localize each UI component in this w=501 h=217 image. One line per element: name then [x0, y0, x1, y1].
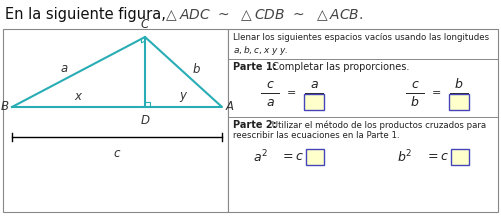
Text: $x$: $x$: [74, 90, 83, 104]
Text: =: =: [432, 88, 442, 98]
Text: $= c \cdot$: $= c \cdot$: [280, 151, 309, 163]
Text: $y$: $y$: [179, 90, 188, 104]
Text: $\triangle ADC$  ~  $\triangle CDB$  ~  $\triangle ACB.$: $\triangle ADC$ ~ $\triangle CDB$ ~ $\tr…: [163, 7, 363, 23]
Text: Utilizar el método de los productos cruzados para: Utilizar el método de los productos cruz…: [269, 120, 486, 130]
Bar: [306, 149, 324, 165]
Text: Parte 1:: Parte 1:: [233, 62, 277, 72]
Text: $a$: $a$: [60, 62, 69, 76]
Text: $a^{2}$: $a^{2}$: [253, 149, 268, 165]
Text: $= c \cdot$: $= c \cdot$: [425, 151, 454, 163]
Bar: [228, 29, 498, 212]
Text: $a$: $a$: [310, 77, 319, 90]
Text: $A$: $A$: [225, 100, 235, 113]
Text: $a$: $a$: [266, 95, 275, 108]
Bar: [449, 94, 469, 110]
Text: $a, b, c, x$ y $y$.: $a, b, c, x$ y $y$.: [233, 44, 289, 57]
Bar: [304, 94, 324, 110]
Text: Parte 2:: Parte 2:: [233, 120, 277, 130]
Text: $C$: $C$: [140, 18, 150, 31]
Text: $B$: $B$: [0, 100, 9, 113]
Text: En la siguiente figura,: En la siguiente figura,: [5, 7, 170, 22]
Text: $c$: $c$: [266, 77, 275, 90]
Bar: [451, 149, 469, 165]
Text: Llenar los siguientes espacios vacíos usando las longitudes: Llenar los siguientes espacios vacíos us…: [233, 33, 489, 42]
Text: $b$: $b$: [410, 95, 420, 109]
Text: $c$: $c$: [411, 77, 419, 90]
Text: $D$: $D$: [140, 114, 150, 127]
Text: =: =: [287, 88, 297, 98]
Text: reescribir las ecuaciones en la Parte 1.: reescribir las ecuaciones en la Parte 1.: [233, 131, 400, 140]
Text: $b$: $b$: [192, 62, 201, 76]
Bar: [3, 29, 228, 212]
Text: $b$: $b$: [454, 77, 463, 91]
Text: Completar las proporciones.: Completar las proporciones.: [269, 62, 409, 72]
Text: $c$: $c$: [113, 147, 121, 160]
Text: $b^{2}$: $b^{2}$: [397, 149, 413, 165]
